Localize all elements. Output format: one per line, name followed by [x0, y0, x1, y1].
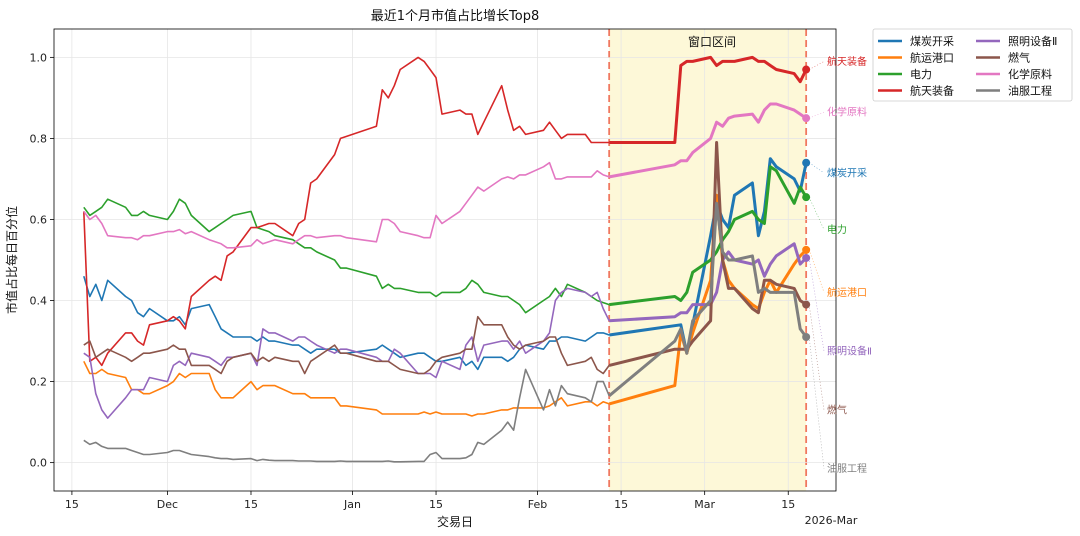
- window-region: [608, 29, 808, 491]
- series-end-marker: [802, 193, 811, 202]
- legend-label: 航天装备: [910, 84, 954, 98]
- series-end-marker: [802, 158, 811, 167]
- legend-label: 电力: [910, 68, 932, 81]
- x-axis-offset-label: 2026-Mar: [805, 514, 858, 527]
- series-end-marker: [802, 114, 811, 123]
- series-end-label: 油服工程: [827, 462, 867, 475]
- plot-frame: [53, 28, 837, 492]
- y-axis-title: 市值占比每日百分位: [4, 206, 19, 314]
- y-tick-label: 0.8: [30, 132, 48, 145]
- window-shade: [609, 29, 807, 491]
- chart-title: 最近1个月市值占比增长Top8: [371, 8, 539, 24]
- y-tick-label: 0.4: [30, 295, 48, 308]
- x-axis: 15 Dec 15 Jan 15 Feb 15 Mar 15: [65, 491, 795, 511]
- x-tick-label: Feb: [528, 498, 547, 511]
- series-end-label: 化学原料: [827, 106, 867, 119]
- grid: [54, 29, 836, 491]
- series-line-pre-window: [83, 56, 610, 367]
- legend-label: 化学原料: [1008, 67, 1052, 81]
- series-end-label: 航天装备: [827, 55, 867, 68]
- series-end-marker: [802, 333, 811, 341]
- series-end-label: 照明设备Ⅱ: [827, 345, 872, 358]
- series-line-pre-window: [83, 287, 610, 419]
- series-end-label: 燃气: [827, 403, 847, 416]
- series-line-window: [608, 102, 808, 179]
- x-tick-label: Mar: [694, 498, 715, 511]
- series-end-label: 电力: [827, 223, 847, 236]
- series-line-window: [609, 242, 808, 323]
- series-end-label: 煤炭开采: [827, 166, 867, 179]
- series-end-marker: [802, 300, 811, 309]
- x-tick-label: 15: [244, 498, 258, 511]
- series-line-window: [609, 165, 808, 307]
- series-line-window: [609, 55, 808, 144]
- x-tick-label: 15: [614, 498, 628, 511]
- series-line-pre-window: [83, 360, 610, 417]
- y-tick-label: 0.0: [30, 457, 48, 470]
- x-tick-label: Jan: [343, 498, 361, 511]
- end-label-leader: [808, 257, 825, 352]
- legend-label: 煤炭开采: [910, 35, 954, 48]
- y-tick-label: 1.0: [30, 51, 48, 64]
- legend-label: 油服工程: [1008, 84, 1052, 98]
- x-tick-label: Dec: [157, 498, 178, 511]
- legend-label: 航运港口: [910, 51, 954, 65]
- window-label: 窗口区间: [688, 35, 736, 49]
- y-axis: 0.0 0.2 0.4 0.6 0.8 1.0: [30, 51, 54, 470]
- series-line-pre-window: [83, 368, 610, 463]
- end-label-leader: [808, 336, 825, 469]
- series-end-marker: [802, 245, 811, 254]
- legend-box: [872, 28, 1073, 102]
- series-lines: [83, 55, 811, 463]
- x-axis-title: 交易日: [437, 514, 473, 529]
- series-line-pre-window: [83, 161, 610, 249]
- legend-label: 燃气: [1008, 51, 1030, 65]
- y-tick-label: 0.6: [30, 213, 48, 226]
- x-tick-label: 15: [429, 498, 443, 511]
- series-end-label: 航运港口: [827, 286, 867, 299]
- series-line-window: [608, 201, 808, 397]
- series-end-marker: [802, 253, 811, 262]
- legend-label: 照明设备Ⅱ: [1008, 34, 1057, 48]
- y-tick-label: 0.2: [30, 376, 48, 389]
- series-end-marker: [802, 65, 811, 74]
- x-tick-label: 15: [65, 498, 79, 511]
- series-line-pre-window: [83, 315, 610, 375]
- x-tick-label: 15: [781, 498, 795, 511]
- series-line-pre-window: [83, 198, 610, 314]
